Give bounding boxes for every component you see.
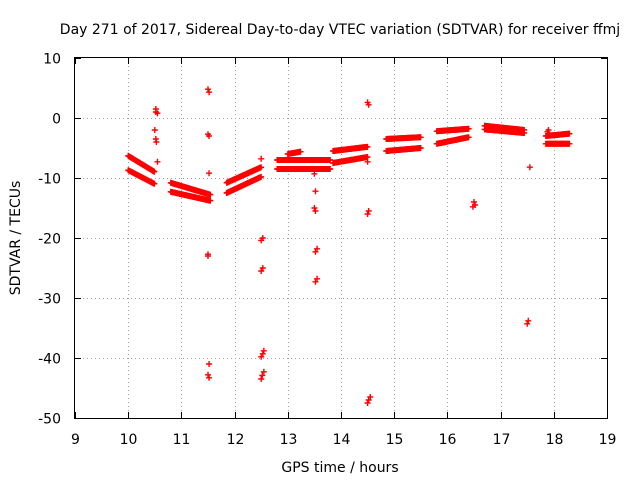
axis-ticks (75, 58, 608, 419)
x-axis-label: GPS time / hours (281, 460, 398, 476)
data-point (206, 170, 213, 177)
x-tick-label: 13 (280, 432, 298, 448)
y-tick-label: -40 (38, 352, 61, 368)
x-tick-label: 16 (439, 432, 457, 448)
data-point (365, 208, 372, 214)
data-point (207, 197, 214, 204)
data-point (151, 180, 158, 187)
data-point (258, 376, 265, 382)
data-point (365, 101, 372, 108)
data-point (312, 208, 319, 214)
data-point (364, 211, 371, 217)
data-point (465, 134, 472, 141)
data-point (566, 140, 573, 147)
data-point (258, 173, 265, 180)
x-tick-label: 12 (227, 432, 245, 448)
data-point (566, 130, 573, 137)
x-tick-label: 18 (546, 432, 564, 448)
data-point (524, 320, 531, 327)
plot-frame (74, 57, 608, 419)
data-point (526, 164, 533, 171)
x-tick-label: 15 (386, 432, 404, 448)
data-point (312, 278, 319, 285)
data-point (312, 188, 319, 195)
data-point (151, 168, 158, 175)
data-point (207, 191, 214, 198)
y-tick-label: -10 (38, 172, 61, 188)
data-point (206, 374, 213, 381)
data-point (521, 129, 528, 136)
data-point (311, 170, 318, 177)
y-axis-label: SDTVAR / TECUs (8, 181, 24, 296)
data-point (153, 139, 160, 145)
data-point (205, 253, 211, 259)
gridlines (75, 58, 607, 418)
x-tick-label: 11 (173, 432, 191, 448)
x-tick-label: 17 (493, 432, 511, 448)
data-point (206, 361, 213, 367)
y-tick-label: -50 (38, 412, 61, 428)
data-point (364, 158, 371, 165)
data-point (260, 347, 267, 354)
tick-labels: 9 10 11 12 13 14 15 16 17 18 19 -50 -40 -30 -20 -10 0 10 (38, 52, 616, 449)
chart-title: Day 271 of 2017, Sidereal Day-to-day VTE… (60, 22, 620, 38)
data-point (258, 237, 265, 244)
data-point (364, 400, 371, 406)
y-tick-label: -20 (38, 232, 61, 248)
data-point (365, 397, 372, 403)
x-tick-label: 9 (71, 432, 80, 448)
data-point (327, 166, 334, 172)
data-point (312, 248, 319, 255)
data-point (297, 148, 304, 155)
data-point (465, 125, 472, 132)
data-point (258, 268, 265, 274)
data-point (471, 199, 477, 205)
data-point (260, 368, 267, 375)
data-point (259, 372, 266, 379)
data-point (258, 353, 265, 360)
data-point (151, 127, 158, 133)
data-point (525, 317, 532, 324)
y-tick-label: 10 (43, 52, 61, 68)
data-point (311, 205, 318, 211)
y-tick-label: -30 (38, 292, 61, 308)
data-point (258, 155, 265, 162)
data-point (205, 371, 211, 378)
data-point (154, 158, 161, 165)
data-point (417, 145, 424, 152)
data-point (154, 110, 161, 117)
data-point (206, 89, 213, 96)
x-tick-label: 14 (333, 432, 351, 448)
data-point (206, 133, 213, 139)
data-point (327, 157, 334, 163)
data-point (544, 128, 551, 135)
data-markers (125, 86, 573, 406)
data-point (205, 86, 211, 93)
data-point (417, 134, 424, 141)
data-point (364, 143, 371, 150)
x-tick-label: 10 (120, 432, 138, 448)
data-point (469, 203, 476, 210)
data-point (258, 164, 265, 171)
x-tick-label: 19 (599, 432, 617, 448)
y-tick-label: 0 (52, 112, 61, 128)
